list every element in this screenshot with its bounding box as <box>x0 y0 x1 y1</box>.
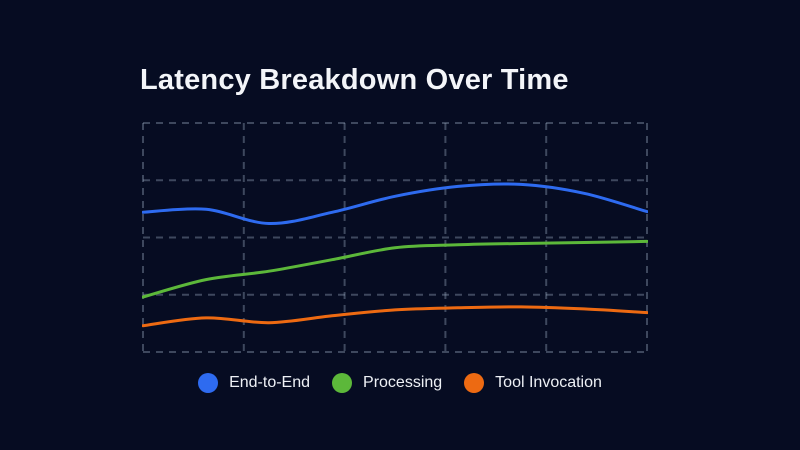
end-to-end-color-dot-icon <box>198 373 219 393</box>
grid <box>142 122 648 353</box>
legend-label-processing: Processing <box>363 374 443 391</box>
processing-color-dot-icon <box>332 373 353 393</box>
legend-label-tool-invocation: Tool Invocation <box>495 374 602 391</box>
series-line-tool-invocation <box>142 305 648 328</box>
legend-label-end-to-end: End-to-End <box>229 374 311 391</box>
chart-title: Latency Breakdown Over Time <box>140 64 569 96</box>
legend-item-tool-invocation: Tool Invocation <box>464 373 602 393</box>
series-line-processing <box>142 239 648 299</box>
latency-chart-plot-area <box>142 122 648 353</box>
series-line-end-to-end <box>142 182 648 226</box>
latency-line-chart <box>142 122 648 353</box>
legend-item-processing: Processing <box>332 373 442 393</box>
chart-legend: End-to-End Processing Tool Invocation <box>0 373 800 393</box>
legend-item-end-to-end: End-to-End <box>198 373 310 393</box>
tool-invocation-color-dot-icon <box>464 373 485 393</box>
